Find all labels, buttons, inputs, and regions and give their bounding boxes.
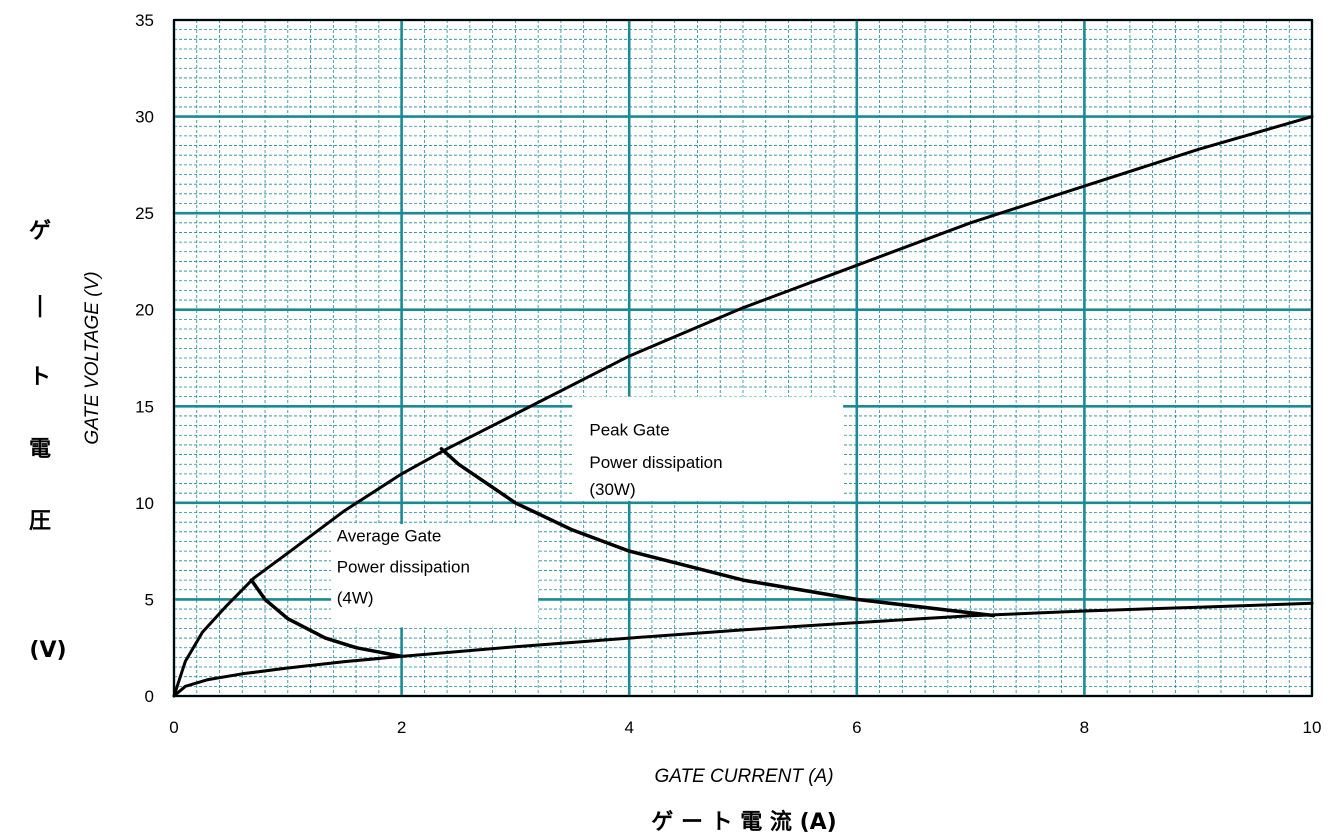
y-axis-label-jp-char: 電 <box>29 437 51 462</box>
y-tick-label: 15 <box>135 397 154 416</box>
y-tick-label: 10 <box>135 494 154 513</box>
curve-avg-4w <box>249 578 404 659</box>
y-axis-label-jp: ゲ | ト電圧 <box>29 219 51 534</box>
x-tick-label: 4 <box>624 718 633 737</box>
x-axis-label: GATE CURRENT (A) <box>654 766 833 787</box>
curves <box>172 115 1314 698</box>
annotation-peak-line: Peak Gate <box>589 420 669 439</box>
x-tick-label: 10 <box>1303 718 1322 737</box>
y-axis-label-jp-char: ト <box>29 365 51 390</box>
x-axis-label-jp: ゲ ー ト 電 流 (A) <box>651 809 836 835</box>
tick-labels: 0 2 4 6 8 10 0 5 10 15 20 25 30 35 <box>135 11 1321 737</box>
annotation-box-peak <box>572 396 844 501</box>
annotation-avg-line: Power dissipation <box>337 557 470 576</box>
x-tick-label: 6 <box>852 718 861 737</box>
x-tick-label: 8 <box>1080 718 1089 737</box>
annotations: Peak Gate Power dissipation (30W) Average G… <box>337 420 723 607</box>
y-tick-label: 20 <box>135 301 154 320</box>
annotation-backgrounds <box>331 396 844 628</box>
plot-frame <box>173 19 1313 697</box>
x-tick-label: 0 <box>169 718 178 737</box>
annotation-box-avg <box>331 524 539 628</box>
y-axis-label-jp-char: ゲ <box>29 219 51 244</box>
y-tick-label: 25 <box>135 204 154 223</box>
y-tick-label: 0 <box>145 687 154 706</box>
y-tick-label: 35 <box>135 11 154 30</box>
annotation-peak-line: (30W) <box>589 480 635 499</box>
x-tick-label: 2 <box>397 718 406 737</box>
curve-upper <box>172 115 1314 698</box>
y-axis-label: GATE VOLTAGE (V) <box>82 271 103 444</box>
y-axis-label-jp-char: | <box>36 293 44 318</box>
annotation-avg-line: Average Gate <box>337 526 442 545</box>
curve-peak-30w <box>439 447 996 618</box>
annotation-peak-line: Power dissipation <box>589 453 722 472</box>
y-axis-label-jp-char: 圧 <box>29 509 51 534</box>
annotation-avg-line: (4W) <box>337 588 374 607</box>
y-axis-unit-jp: (V) <box>29 638 66 663</box>
grid <box>172 18 1314 698</box>
y-tick-label: 30 <box>135 108 154 127</box>
curve-lower <box>172 601 1314 698</box>
y-tick-label: 5 <box>145 590 154 609</box>
